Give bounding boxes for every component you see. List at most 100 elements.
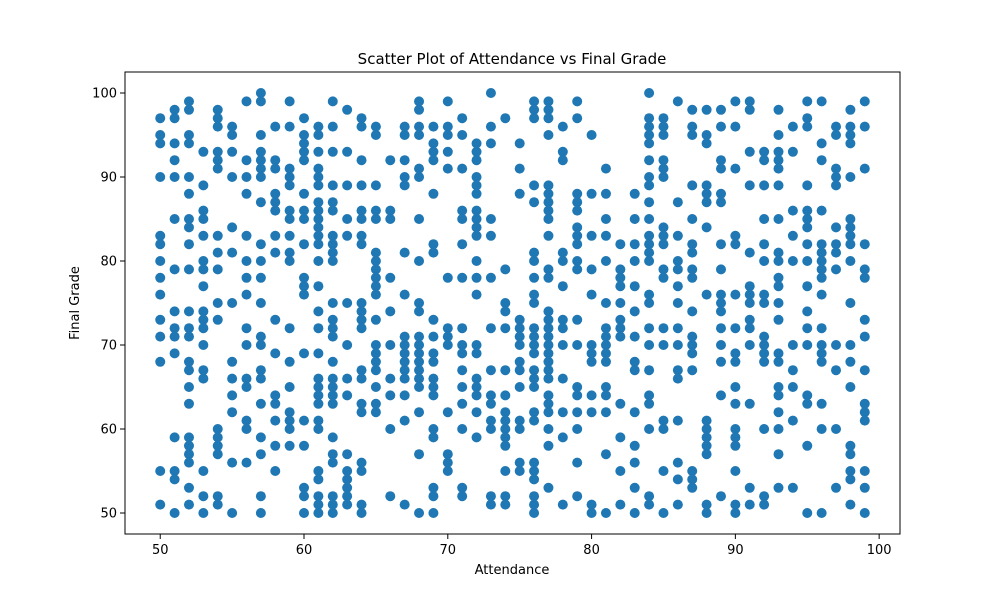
scatter-point xyxy=(370,281,381,292)
scatter-point xyxy=(845,256,856,266)
scatter-point xyxy=(831,340,842,350)
scatter-point xyxy=(629,239,640,250)
scatter-point xyxy=(399,365,410,376)
scatter-point xyxy=(399,356,410,367)
scatter-point xyxy=(529,499,540,510)
scatter-point xyxy=(644,256,655,266)
scatter-point xyxy=(744,499,755,510)
scatter-point xyxy=(859,272,870,283)
scatter-point xyxy=(414,96,425,107)
scatter-point xyxy=(313,222,324,233)
scatter-point xyxy=(629,188,640,199)
scatter-point xyxy=(529,365,540,376)
scatter-point xyxy=(629,407,640,418)
scatter-point xyxy=(543,214,554,224)
scatter-point xyxy=(270,415,281,426)
scatter-point xyxy=(773,356,784,367)
scatter-point xyxy=(284,356,295,367)
scatter-point xyxy=(241,188,252,199)
scatter-point xyxy=(629,331,640,342)
scatter-point xyxy=(284,163,295,174)
scatter-point xyxy=(672,474,683,485)
scatter-point xyxy=(759,214,770,224)
scatter-point xyxy=(457,163,468,174)
scatter-point xyxy=(313,130,324,140)
scatter-point xyxy=(227,407,238,418)
scatter-point xyxy=(356,365,367,376)
scatter-point xyxy=(557,121,568,132)
scatter-point xyxy=(759,340,770,350)
scatter-point xyxy=(284,96,295,107)
scatter-point xyxy=(399,415,410,426)
scatter-point xyxy=(212,491,223,502)
scatter-point xyxy=(313,281,324,292)
scatter-point xyxy=(859,398,870,409)
scatter-point xyxy=(284,407,295,418)
scatter-point xyxy=(759,256,770,266)
scatter-point xyxy=(859,415,870,426)
scatter-point xyxy=(428,424,439,434)
scatter-point xyxy=(414,449,425,460)
scatter-point xyxy=(500,298,511,308)
scatter-point xyxy=(586,348,597,359)
scatter-point xyxy=(744,180,755,191)
scatter-point xyxy=(227,298,238,308)
scatter-point xyxy=(672,281,683,292)
scatter-point xyxy=(831,222,842,233)
scatter-point xyxy=(816,96,827,107)
scatter-point xyxy=(471,382,482,392)
scatter-point xyxy=(270,155,281,166)
scatter-point xyxy=(255,130,266,140)
scatter-point xyxy=(270,440,281,451)
scatter-point xyxy=(183,331,194,342)
scatter-point xyxy=(500,432,511,443)
scatter-point xyxy=(672,197,683,208)
scatter-point xyxy=(514,314,525,325)
scatter-point xyxy=(255,331,266,342)
scatter-point xyxy=(816,138,827,149)
scatter-point xyxy=(701,508,712,518)
scatter-point xyxy=(342,230,353,241)
y-tick-label: 90 xyxy=(100,171,117,186)
scatter-point xyxy=(615,323,626,334)
scatter-point xyxy=(457,491,468,502)
scatter-point xyxy=(572,340,583,350)
scatter-point xyxy=(773,449,784,460)
scatter-point xyxy=(514,424,525,434)
scatter-point xyxy=(500,415,511,426)
scatter-point xyxy=(255,432,266,443)
scatter-point xyxy=(313,466,324,476)
scatter-point xyxy=(313,424,324,434)
scatter-point xyxy=(543,306,554,317)
scatter-point xyxy=(356,508,367,518)
scatter-point xyxy=(816,424,827,434)
scatter-point xyxy=(227,146,238,157)
scatter-point xyxy=(327,491,338,502)
scatter-point xyxy=(859,314,870,325)
scatter-point xyxy=(169,214,180,224)
scatter-point xyxy=(155,130,166,140)
scatter-point xyxy=(687,331,698,342)
scatter-point xyxy=(313,239,324,250)
scatter-point xyxy=(227,130,238,140)
scatter-point xyxy=(557,499,568,510)
scatter-point xyxy=(457,398,468,409)
scatter-point xyxy=(773,104,784,115)
scatter-point xyxy=(327,356,338,367)
scatter-point xyxy=(270,205,281,216)
scatter-point xyxy=(687,306,698,317)
scatter-point xyxy=(370,356,381,367)
scatter-point xyxy=(327,298,338,308)
scatter-point xyxy=(227,222,238,233)
scatter-point xyxy=(327,499,338,510)
scatter-point xyxy=(457,323,468,334)
scatter-point xyxy=(284,382,295,392)
scatter-point xyxy=(442,331,453,342)
scatter-point xyxy=(428,432,439,443)
scatter-point xyxy=(155,172,166,182)
scatter-point xyxy=(428,188,439,199)
scatter-point xyxy=(529,415,540,426)
scatter-point xyxy=(428,155,439,166)
scatter-point xyxy=(672,373,683,384)
